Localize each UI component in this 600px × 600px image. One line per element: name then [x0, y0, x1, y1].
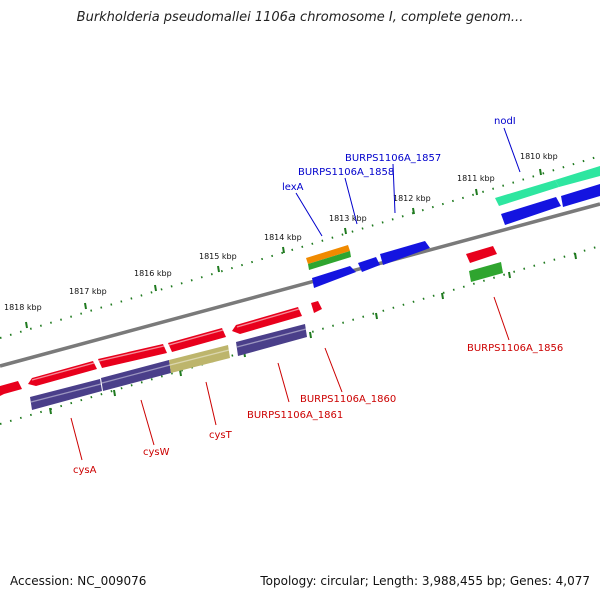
- genome-stats-text: Topology: circular; Length: 3,988,455 bp…: [260, 574, 590, 588]
- tick-label: 1811 kbp: [457, 174, 495, 183]
- feature-label-burps1106a-1861[interactable]: BURPS1106A_1861: [247, 410, 343, 421]
- gene-feature[interactable]: [236, 324, 307, 356]
- gene-feature[interactable]: [561, 184, 600, 207]
- gene-feature[interactable]: [466, 246, 497, 263]
- tick-label: 1810 kbp: [520, 152, 558, 161]
- feature-label-nodI[interactable]: nodI: [494, 116, 516, 127]
- gene-feature[interactable]: [555, 166, 600, 187]
- inner-major-ticks: [49, 252, 577, 415]
- gene-feature[interactable]: [380, 241, 430, 265]
- gene-feature[interactable]: [101, 360, 171, 391]
- gene-feature[interactable]: [495, 180, 559, 206]
- label-leader-lines: [70, 127, 521, 461]
- tick-label: 1814 kbp: [264, 233, 302, 242]
- feature-label-lexA[interactable]: lexA: [282, 182, 304, 193]
- forward-strand-genes: [0, 246, 497, 396]
- feature-label-cysW[interactable]: cysW: [143, 447, 170, 458]
- outer-major-ticks: [25, 168, 542, 329]
- chromosome-backbone: [0, 202, 600, 368]
- feature-label-burps1106a-1860[interactable]: BURPS1106A_1860: [300, 394, 396, 405]
- gene-feature[interactable]: [501, 197, 561, 225]
- gene-feature[interactable]: [169, 345, 230, 373]
- forward-strand-highlights: [31, 308, 300, 381]
- reverse-strand-genes: [30, 324, 307, 410]
- accession-text: Accession: NC_009076: [10, 574, 147, 588]
- gene-feature[interactable]: [311, 301, 322, 313]
- reverse-strand-highlights: [30, 328, 307, 403]
- gene-feature[interactable]: [30, 379, 102, 410]
- gene-feature[interactable]: [308, 251, 351, 270]
- tick-label: 1813 kbp: [329, 214, 367, 223]
- tick-label: 1812 kbp: [393, 194, 431, 203]
- gene-feature[interactable]: [312, 266, 356, 288]
- tick-label: 1817 kbp: [69, 287, 107, 296]
- tick-label: 1816 kbp: [134, 269, 172, 278]
- gene-feature[interactable]: [358, 257, 380, 272]
- gene-feature[interactable]: [168, 328, 226, 352]
- gene-feature[interactable]: [0, 381, 22, 396]
- feature-label-burps1106a-1858[interactable]: BURPS1106A_1858: [298, 167, 394, 178]
- feature-label-cysA[interactable]: cysA: [73, 465, 97, 476]
- upper-features: [306, 166, 600, 288]
- feature-label-burps1106a-1856[interactable]: BURPS1106A_1856: [467, 343, 563, 354]
- tick-label: 1818 kbp: [4, 303, 42, 312]
- tick-label: 1815 kbp: [199, 252, 237, 261]
- gene-feature[interactable]: [469, 262, 503, 282]
- map-title: Burkholderia pseudomallei 1106a chromoso…: [76, 10, 524, 25]
- feature-label-burps1106a-1857[interactable]: BURPS1106A_1857: [345, 153, 441, 164]
- gene-feature[interactable]: [306, 245, 350, 264]
- gene-feature[interactable]: [98, 344, 167, 368]
- feature-label-cysT[interactable]: cysT: [209, 430, 233, 441]
